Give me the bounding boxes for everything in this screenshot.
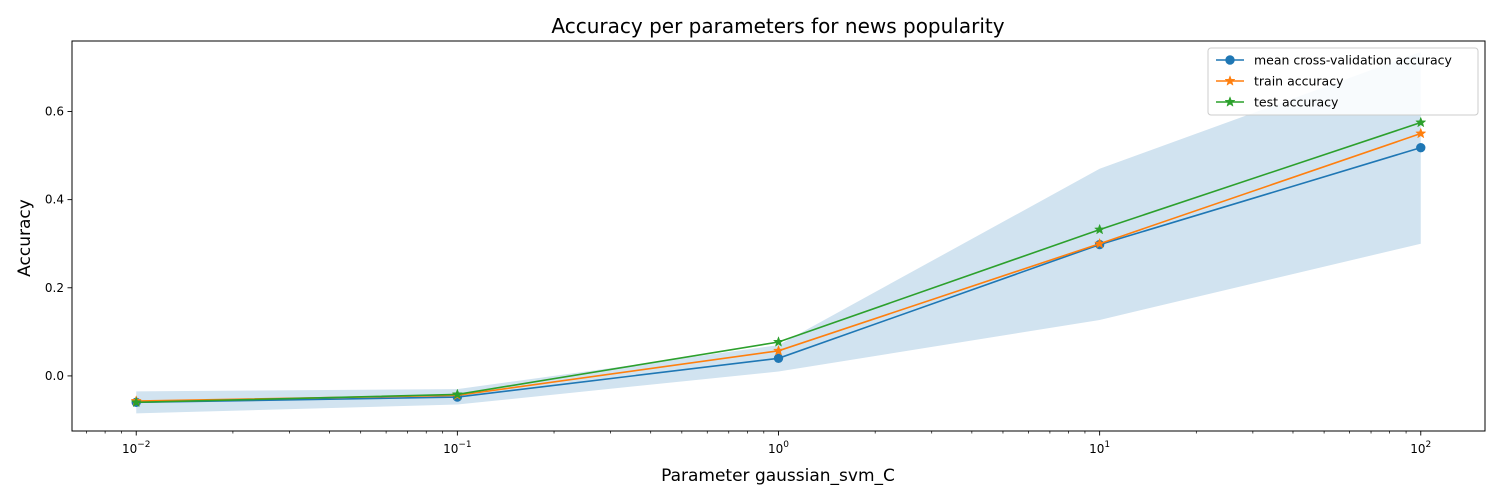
x-tick-label-2: 100	[768, 440, 789, 456]
x-tick-label-4: 102	[1410, 440, 1431, 456]
x-axis: 10−2 10−1 100 101 102	[86, 431, 1431, 456]
series-layer	[130, 116, 1427, 408]
series-0-point-4	[1416, 142, 1426, 153]
y-axis: 0.0 0.2 0.4 0.6	[45, 105, 72, 383]
series-2	[130, 116, 1427, 408]
legend-label-0: mean cross-validation accuracy	[1254, 53, 1453, 68]
series-2-point-2	[772, 336, 785, 347]
x-tick-label-1: 10−1	[443, 440, 472, 456]
x-tick-label-3: 101	[1089, 440, 1110, 456]
legend-label-2: test accuracy	[1254, 95, 1339, 110]
legend-marker-1	[1224, 75, 1236, 86]
x-tick-label-0: 10−2	[122, 440, 151, 456]
series-2-point-4	[1415, 116, 1427, 128]
legend-item-1: train accuracy	[1216, 74, 1344, 89]
chart-title: Accuracy per parameters for news popular…	[551, 14, 1004, 38]
y-tick-label-0: 0.0	[45, 369, 64, 383]
y-tick-label-1: 0.2	[45, 281, 64, 295]
series-2-point-3	[1094, 223, 1106, 235]
y-tick-label-3: 0.6	[45, 105, 64, 119]
legend-marker-0	[1225, 55, 1235, 65]
y-axis-label: Accuracy	[15, 199, 35, 277]
legend: mean cross-validation accuracy train accu…	[1207, 47, 1479, 116]
legend-marker-2	[1224, 96, 1236, 107]
legend-item-0: mean cross-validation accuracy	[1216, 53, 1453, 68]
series-2-point-1	[451, 388, 463, 400]
legend-item-2: test accuracy	[1216, 95, 1339, 110]
legend-label-1: train accuracy	[1254, 74, 1344, 89]
std-band	[136, 52, 1421, 414]
series-1-point-3	[1094, 237, 1106, 249]
std-band-layer	[136, 52, 1421, 414]
series-1-point-4	[1415, 127, 1427, 139]
series-2-point-0	[130, 396, 142, 408]
series-0-point-2	[773, 353, 784, 363]
series-1-point-2	[772, 344, 785, 356]
legend-box	[1207, 47, 1479, 116]
y-tick-label-2: 0.4	[45, 193, 64, 207]
x-axis-label: Parameter gaussian_svm_C	[661, 466, 895, 486]
